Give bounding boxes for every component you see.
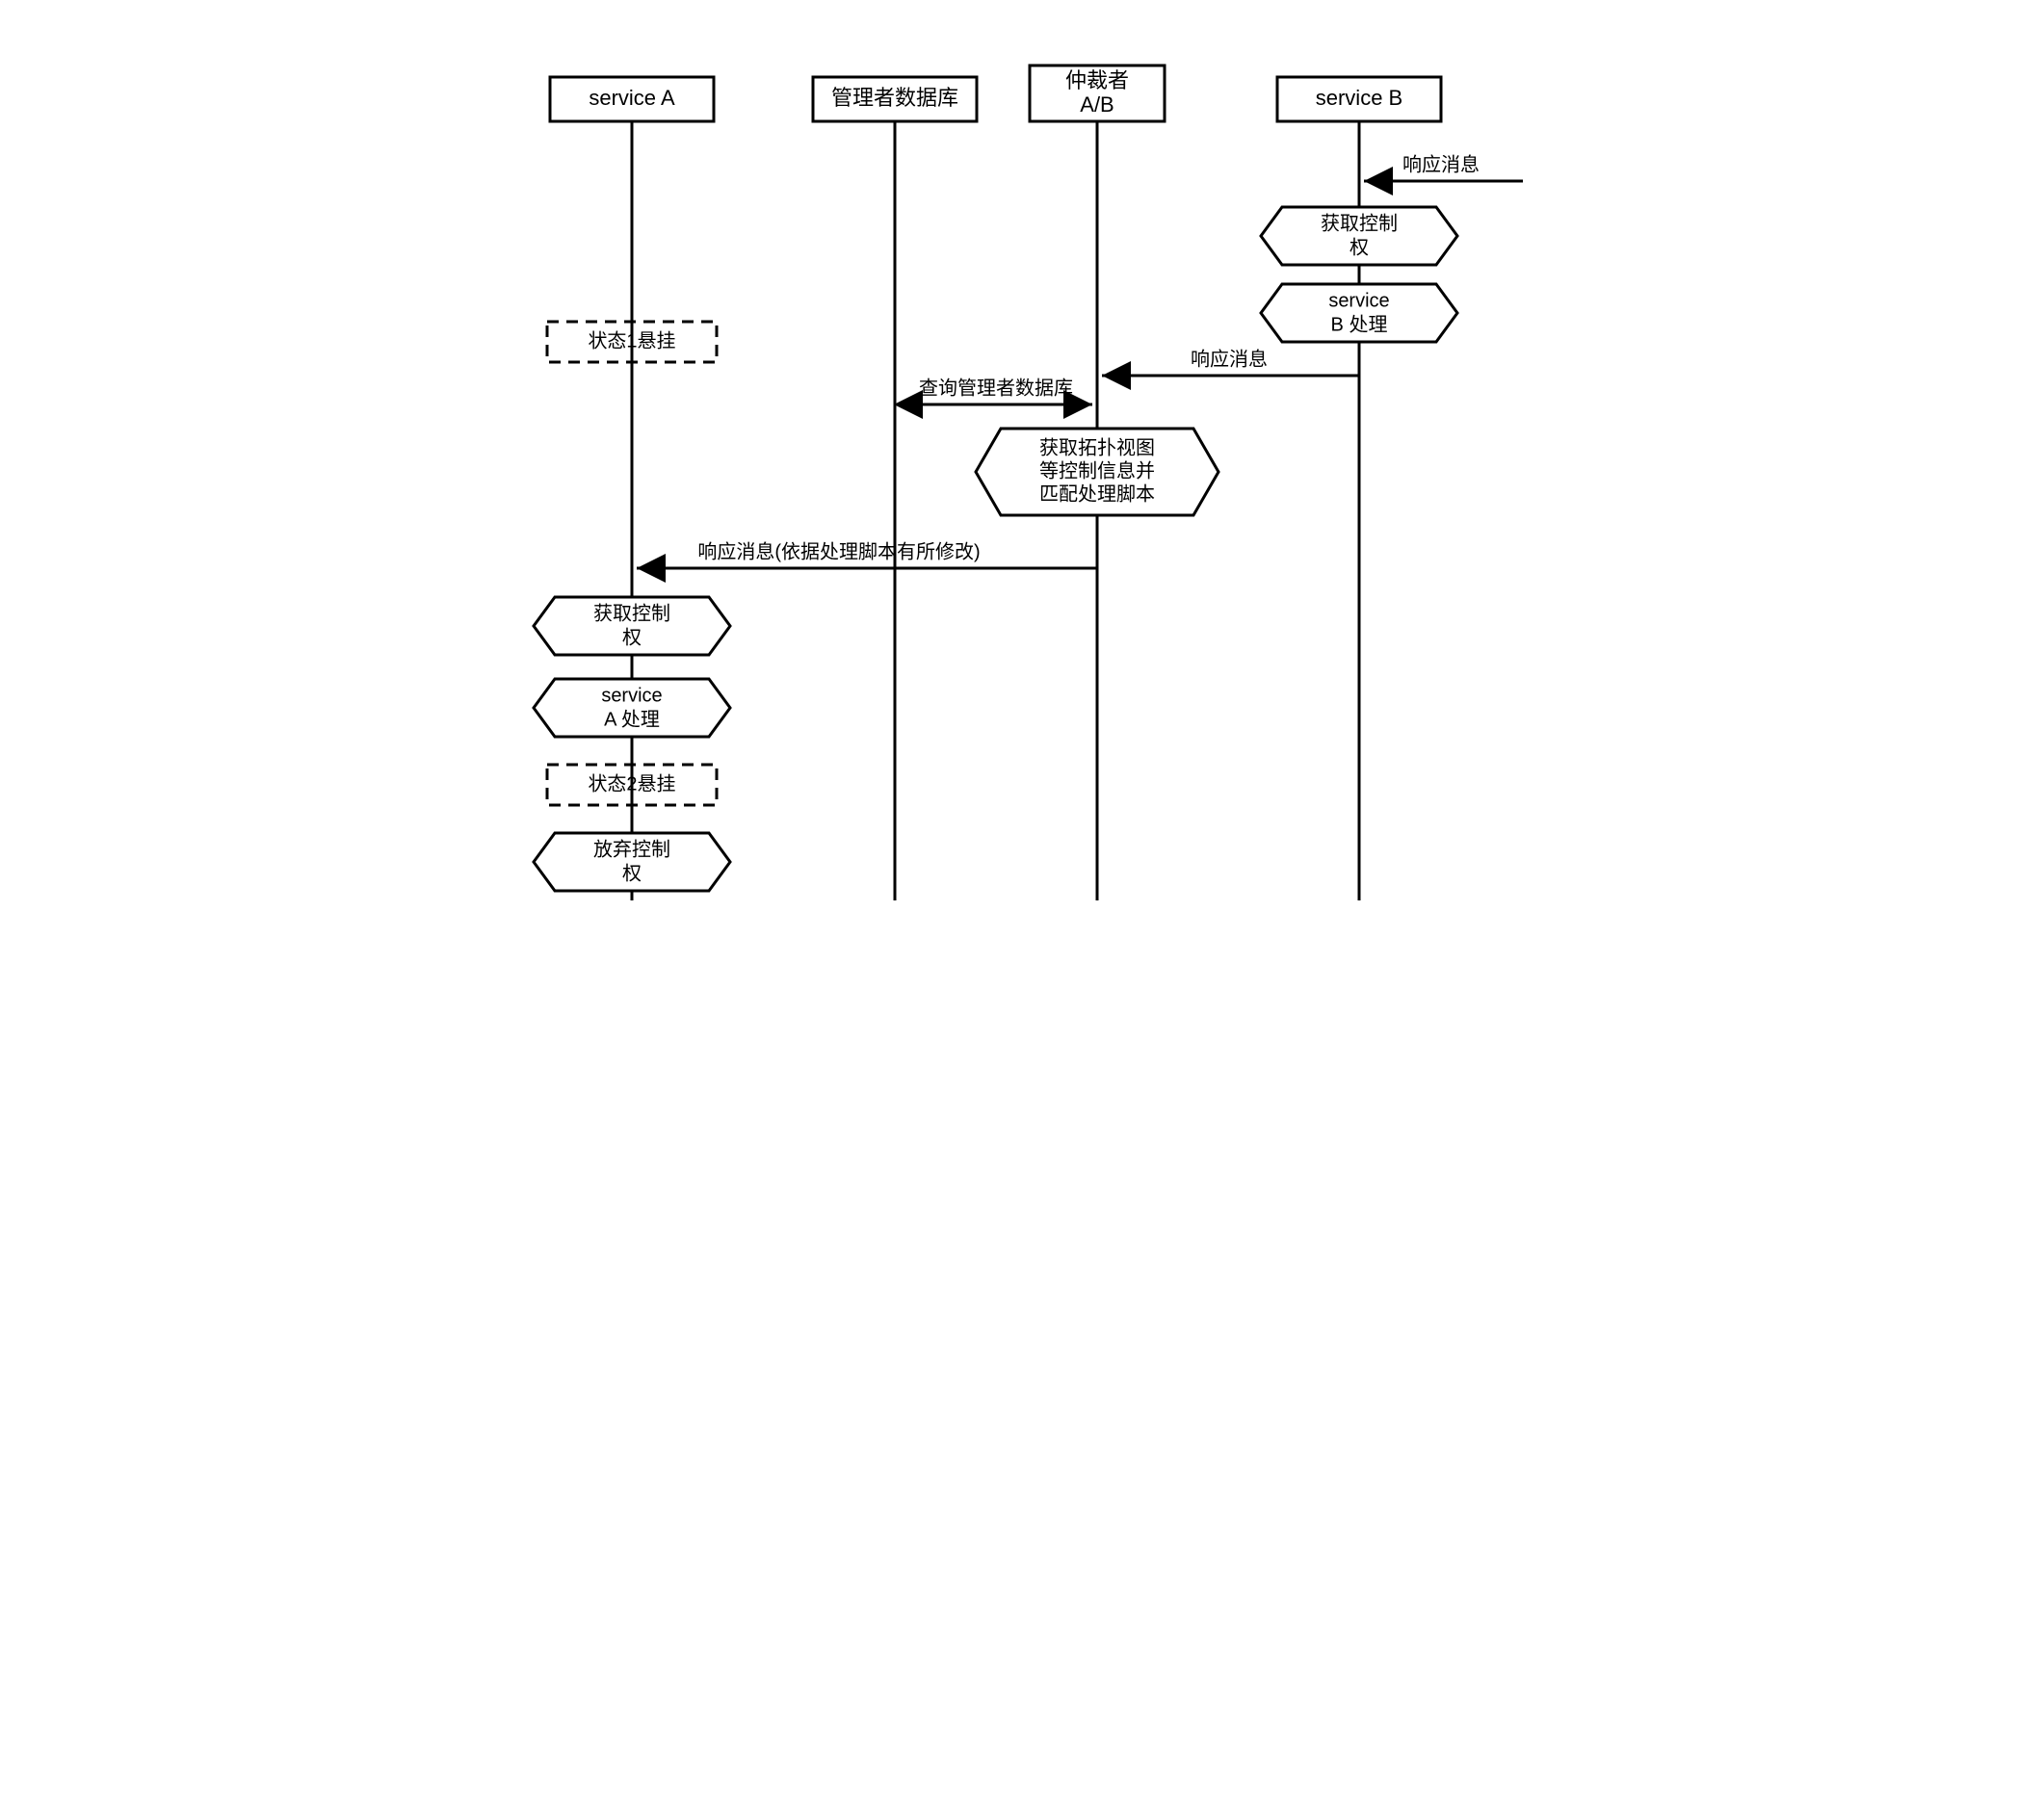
hex-label-line2: 权 [622, 862, 642, 884]
hex-label-line1: service [601, 685, 662, 706]
lifeline-label: 管理者数据库 [830, 86, 957, 110]
state-label: 状态2悬挂 [588, 772, 675, 794]
hex-serviceA-release-control: 放弃控制 权 [534, 833, 730, 891]
message-response-to-arbiter: 响应消息 [1102, 348, 1359, 376]
state-label: 状态1悬挂 [588, 329, 675, 352]
hex-label-line2: B 处理 [1330, 313, 1387, 335]
hex-label-line3: 匹配处理脚本 [1039, 482, 1155, 505]
message-response-to-serviceA: 响应消息(依据处理脚本有所修改) [637, 540, 1097, 568]
hex-label-line2: A 处理 [604, 708, 660, 730]
lifeline-managerDB: 管理者数据库 [813, 77, 977, 900]
message-label: 响应消息(依据处理脚本有所修改) [697, 540, 980, 562]
hex-label-line1: 放弃控制 [593, 838, 670, 860]
hex-label-line2: 权 [622, 626, 642, 648]
hex-label-line1: service [1328, 290, 1389, 311]
lifeline-serviceB: service B [1277, 77, 1441, 900]
hex-serviceA-process: service A 处理 [534, 679, 730, 737]
hex-serviceA-acquire-control: 获取控制 权 [534, 597, 730, 655]
lifeline-label-line1: 仲裁者 [1064, 68, 1128, 92]
hex-label-line1: 获取控制 [593, 602, 670, 624]
hex-arbiter-process: 获取拓扑视图 等控制信息并 匹配处理脚本 [976, 429, 1219, 515]
hex-serviceB-acquire-control: 获取控制 权 [1261, 207, 1457, 265]
message-label: 响应消息 [1191, 348, 1268, 370]
hex-label-line1: 获取拓扑视图 [1039, 436, 1155, 458]
lifeline-label-line2: A/B [1080, 92, 1114, 117]
message-query-managerDB: 查询管理者数据库 [900, 377, 1092, 404]
lifeline-label: service A [589, 86, 675, 110]
message-label: 查询管理者数据库 [919, 377, 1073, 399]
sequence-diagram: service A 管理者数据库 仲裁者 A/B service B 响应消息 … [511, 19, 1533, 918]
hex-label-line2: 等控制信息并 [1039, 459, 1155, 482]
message-label: 响应消息 [1402, 153, 1480, 175]
lifeline-label: service B [1315, 86, 1402, 110]
hex-label-line2: 权 [1350, 236, 1369, 258]
message-response-to-serviceB: 响应消息 [1364, 153, 1523, 181]
hex-label-line1: 获取控制 [1321, 212, 1398, 234]
hex-serviceB-process: service B 处理 [1261, 284, 1457, 342]
